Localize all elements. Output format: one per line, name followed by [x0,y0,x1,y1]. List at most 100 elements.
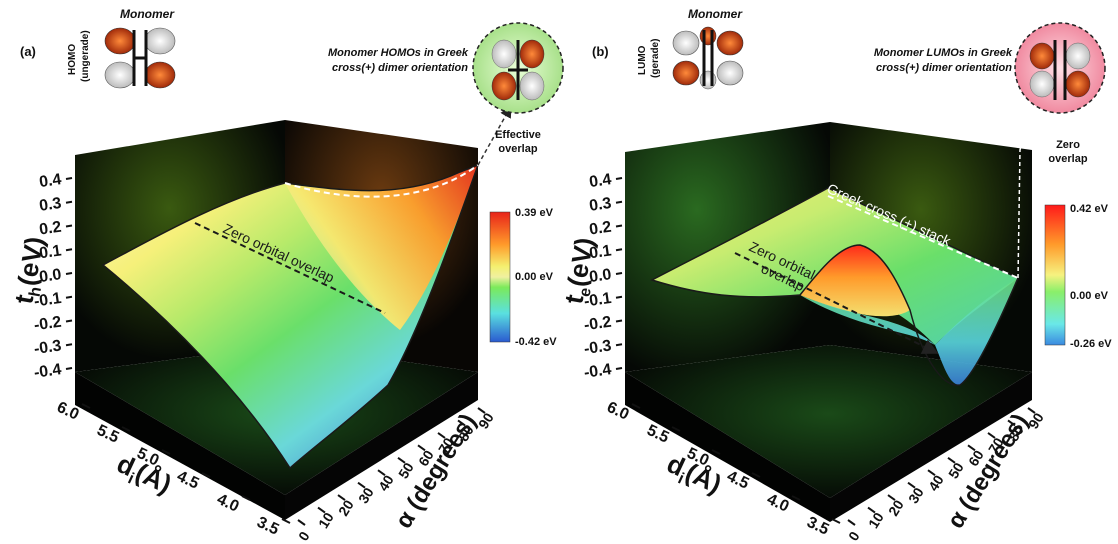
colorbar-mid-b: 0.00 eV [1070,290,1109,302]
z-tick-label: 0.4 [38,171,62,191]
z-tick-label: 0.2 [38,219,62,239]
x-tick [121,426,131,432]
y-tick-label: 90 [1025,410,1047,432]
y-tick [417,444,426,452]
greek-cross-line [827,195,1019,279]
colorbar-b [1044,204,1066,346]
y-tick-label: 50 [945,460,967,482]
monomer-label-a: Monomer [120,7,175,21]
z-tick [615,319,623,323]
y-tick [867,506,876,514]
z-tick-label: -0.3 [583,337,613,358]
overlap-text-b-1: Zero [1056,139,1080,151]
zero-overlap-line-b [734,252,939,354]
z-axis-a: 0.4 0.3 0.2 0.1 0.0 -0.1 -0.2-0.3 -0.4 [33,171,73,382]
z-tick [615,224,623,228]
panel-label-a: (a) [20,44,36,59]
z-tick [615,200,623,204]
z-tick [65,272,73,275]
y-tick-label: 10 [865,509,887,531]
y-tick-label: 90 [475,410,497,432]
callout-arrow-a [477,105,512,166]
z-tick [615,343,623,347]
x-tick [831,518,841,524]
callout-orbital-b [1029,40,1091,100]
surface-b-trough [800,278,1018,385]
y-tick [397,456,406,464]
y-tick [947,456,956,464]
x-tick [281,518,291,524]
y-tick-label: 60 [965,447,987,469]
z-tick [65,367,73,370]
y-tick-label: 0 [295,528,313,543]
overlap-text-a-2: overlap [498,143,537,155]
colorbar-min-a: -0.42 eV [515,336,557,348]
orbital-label-a-1: HOMO [67,44,78,75]
callout-text-b-1: Monomer LUMOs in Greek [874,47,1013,59]
z-tick [615,248,623,252]
overlap-text-a-1: Effective [495,129,541,141]
callout-text-a-2: cross(+) dimer orientation [332,62,468,74]
z-tick [615,177,623,180]
monomer-orbital-b [672,26,744,90]
z-tick-label: -0.1 [583,290,613,311]
orbital-label-b-1: LUMO [637,45,648,75]
floor-b [625,345,1032,498]
y-tick [437,432,446,439]
x-tick [671,426,681,432]
y-tick-label: 30 [355,484,377,506]
zero-overlap-line-a [194,222,386,314]
orbital-label-b-2: (gerade) [650,39,661,78]
z-tick-label: -0.2 [33,314,63,335]
z-tick-label: -0.1 [33,290,63,311]
surface-a-back-curve [284,164,479,198]
y-tick-label: 0 [845,528,863,543]
x-tick [751,472,761,478]
x-tick [711,449,721,455]
y-tick-label: 40 [925,472,947,494]
x-tick-label: 4.0 [214,491,241,516]
z-tick-label: 0.0 [588,266,612,286]
z-tick-label: -0.3 [33,337,63,358]
z-tick-label: 0.3 [588,195,612,215]
y-tick [887,494,896,501]
z-tick-label: -0.2 [583,314,613,335]
callout-arrow-b [1017,107,1034,279]
z-tick-label: 0.2 [588,219,612,239]
x-tick-label: 3.5 [254,514,281,539]
z-tick-label: -0.4 [33,361,63,382]
surface-b-edge [650,187,1019,386]
x-tick [161,449,171,455]
y-tick-label: 70 [435,435,457,457]
z-tick-label: -0.4 [583,361,613,382]
y-tick [317,506,326,514]
y-tick [987,432,996,439]
y-tick-label: 60 [415,447,437,469]
x-axis-label-a: di(Å) [111,448,177,503]
y-tick-label: 50 [395,460,417,482]
z-tick [65,200,73,204]
callout-text-b-2: cross(+) dimer orientation [876,62,1012,74]
panel-b: Greek cross (+) stack Zero orbital overl… [558,7,1112,544]
x-tick [791,495,801,501]
x-tick [201,472,211,478]
y-tick-label: 20 [335,497,357,519]
callout-text-a-1: Monomer HOMOs in Greek [328,47,469,59]
z-tick [65,177,73,180]
colorbar-a [489,211,511,343]
z-tick-label: 0.4 [588,171,612,191]
z-axis-b: 0.4 0.3 0.2 0.1 0.0 -0.1 -0.2-0.3 -0.4 [583,171,623,382]
z-tick [65,319,73,323]
y-tick-label: 80 [455,422,477,444]
z-tick [615,295,623,299]
y-tick-label: 10 [315,509,337,531]
monomer-label-b: Monomer [688,7,743,21]
z-tick-label: 0.1 [588,242,612,262]
z-tick-label: 0.1 [38,242,62,262]
y-tick [1027,407,1036,414]
y-tick [357,481,366,489]
z-tick [65,343,73,347]
z-tick-label: 0.0 [38,266,62,286]
callout-orbital-a [491,39,545,101]
